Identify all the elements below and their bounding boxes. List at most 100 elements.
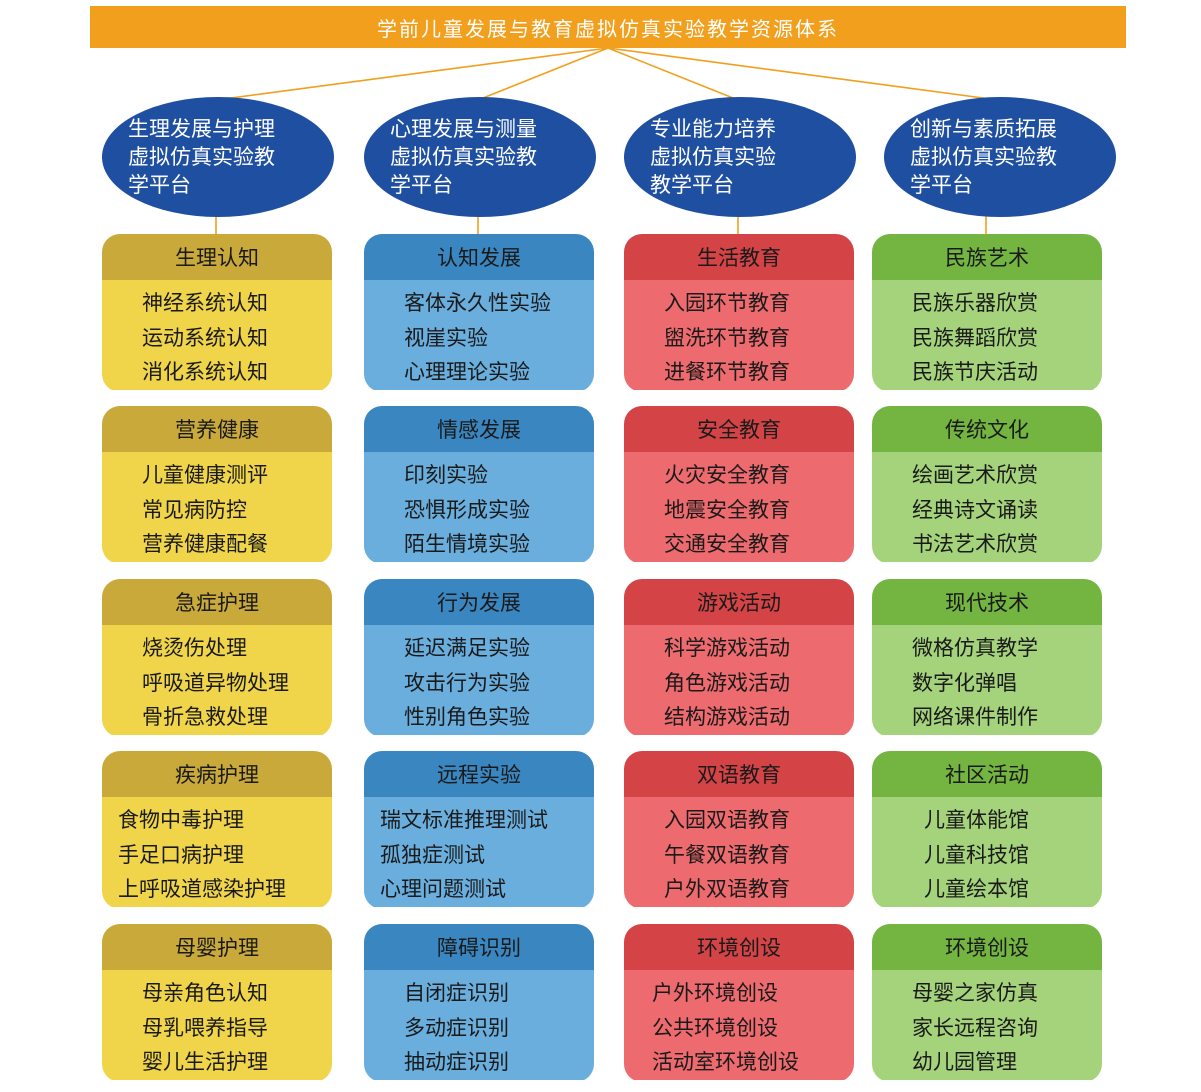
category-card: 环境创设 母婴之家仿真 家长远程咨询 幼儿园管理 bbox=[872, 924, 1102, 1082]
category-card: 双语教育 入园双语教育 午餐双语教育 户外双语教育 bbox=[624, 751, 854, 909]
card-heading: 急症护理 bbox=[102, 579, 332, 625]
card-item: 烧烫伤处理 bbox=[142, 636, 247, 660]
card-items: 儿童体能馆儿童科技馆儿童绘本馆 bbox=[872, 797, 1102, 907]
card-item: 儿童绘本馆 bbox=[924, 877, 1029, 901]
card-heading: 行为发展 bbox=[364, 579, 594, 625]
card-item: 交通安全教育 bbox=[664, 532, 790, 556]
category-card: 生活教育 入园环节教育 盥洗环节教育 进餐环节教育 bbox=[624, 234, 854, 392]
connector-line bbox=[477, 47, 609, 101]
category-card: 情感发展 印刻实验 恐惧形成实验 陌生情境实验 bbox=[364, 406, 594, 564]
platform-physiology: 生理发展与护理 虚拟仿真实验教 学平台 bbox=[102, 97, 334, 217]
card-item: 角色游戏活动 bbox=[664, 670, 790, 695]
card-items: 火灾安全教育 地震安全教育 交通安全教育 bbox=[624, 452, 854, 562]
card-items: 神经系统认知 运动系统认知 消化系统认知 bbox=[102, 280, 332, 390]
card-heading: 双语教育 bbox=[624, 751, 854, 797]
card-item: 午餐双语教育 bbox=[664, 842, 790, 867]
card-heading: 障碍识别 bbox=[364, 924, 594, 970]
card-items: 绘画艺术欣赏 经典诗文诵读 书法艺术欣赏 bbox=[872, 452, 1102, 562]
card-items: 户外环境创设 公共环境创设 活动室环境创设 bbox=[624, 970, 854, 1080]
connector-line bbox=[607, 47, 999, 101]
card-item: 微格仿真教学 bbox=[912, 636, 1038, 660]
card-heading: 营养健康 bbox=[102, 406, 332, 452]
card-item: 火灾安全教育 bbox=[664, 463, 790, 487]
card-item: 儿童体能馆 bbox=[924, 808, 1029, 832]
card-item: 手足口病护理 bbox=[118, 842, 244, 867]
card-item: 民族乐器欣赏 bbox=[912, 291, 1038, 315]
platform-label: 创新与素质拓展 虚拟仿真实验教 学平台 bbox=[910, 117, 1057, 197]
card-items: 民族乐器欣赏 民族舞蹈欣赏 民族节庆活动 bbox=[872, 280, 1102, 390]
card-heading: 生理认知 bbox=[102, 234, 332, 280]
card-item: 恐惧形成实验 bbox=[404, 497, 530, 522]
card-item: 视崖实验 bbox=[404, 325, 488, 350]
card-item: 数字化弹唱 bbox=[912, 670, 1017, 695]
card-heading: 传统文化 bbox=[872, 406, 1102, 452]
platform-professional: 专业能力培养 虚拟仿真实验 教学平台 bbox=[624, 97, 856, 217]
platform-psychology: 心理发展与测量 虚拟仿真实验教 学平台 bbox=[364, 97, 596, 217]
card-item: 公共环境创设 bbox=[652, 1015, 778, 1040]
card-heading: 远程实验 bbox=[364, 751, 594, 797]
card-items: 客体永久性实验 视崖实验 心理理论实验 bbox=[364, 280, 594, 390]
card-heading: 民族艺术 bbox=[872, 234, 1102, 280]
category-card: 远程实验 瑞文标准推理测试 孤独症测试 心理问题测试 bbox=[364, 751, 594, 909]
diagram-title: 学前儿童发展与教育虚拟仿真实验教学资源体系 bbox=[90, 6, 1126, 48]
card-item: 性别角色实验 bbox=[404, 705, 530, 729]
card-item: 婴儿生活护理 bbox=[142, 1050, 268, 1074]
card-items: 母婴之家仿真 家长远程咨询 幼儿园管理 bbox=[872, 970, 1102, 1080]
card-item: 地震安全教育 bbox=[664, 497, 790, 522]
card-item: 活动室环境创设 bbox=[652, 1050, 799, 1074]
card-item: 幼儿园管理 bbox=[912, 1050, 1017, 1074]
card-heading: 生活教育 bbox=[624, 234, 854, 280]
category-card: 安全教育 火灾安全教育 地震安全教育 交通安全教育 bbox=[624, 406, 854, 564]
card-items: 微格仿真教学 数字化弹唱网络课件制作 bbox=[872, 625, 1102, 735]
card-item: 消化系统认知 bbox=[142, 360, 268, 384]
card-item: 呼吸道异物处理 bbox=[142, 670, 289, 695]
card-item: 自闭症识别 bbox=[404, 981, 509, 1005]
card-item: 绘画艺术欣赏 bbox=[912, 463, 1038, 487]
platform-label: 专业能力培养 虚拟仿真实验 教学平台 bbox=[650, 117, 776, 197]
category-card: 现代技术微格仿真教学 数字化弹唱网络课件制作 bbox=[872, 579, 1102, 737]
card-heading: 环境创设 bbox=[624, 924, 854, 970]
category-card: 环境创设 户外环境创设 公共环境创设 活动室环境创设 bbox=[624, 924, 854, 1082]
card-items: 母亲角色认知 母乳喂养指导 婴儿生活护理 bbox=[102, 970, 332, 1080]
card-item: 母亲角色认知 bbox=[142, 981, 268, 1005]
card-item: 印刻实验 bbox=[404, 463, 488, 487]
card-items: 烧烫伤处理呼吸道异物处理 骨折急救处理 bbox=[102, 625, 332, 735]
connector-line bbox=[607, 47, 739, 101]
card-items: 入园双语教育 午餐双语教育 户外双语教育 bbox=[624, 797, 854, 907]
card-item: 上呼吸道感染护理 bbox=[118, 877, 286, 901]
card-items: 瑞文标准推理测试 孤独症测试 心理问题测试 bbox=[364, 797, 594, 907]
category-card: 生理认知 神经系统认知 运动系统认知 消化系统认知 bbox=[102, 234, 332, 392]
card-item: 网络课件制作 bbox=[912, 705, 1038, 729]
category-card: 行为发展 延迟满足实验 攻击行为实验 性别角色实验 bbox=[364, 579, 594, 737]
card-items: 延迟满足实验 攻击行为实验 性别角色实验 bbox=[364, 625, 594, 735]
card-item: 心理问题测试 bbox=[380, 877, 506, 901]
card-item: 抽动症识别 bbox=[404, 1050, 509, 1074]
card-heading: 母婴护理 bbox=[102, 924, 332, 970]
category-card: 游戏活动 科学游戏活动 角色游戏活动 结构游戏活动 bbox=[624, 579, 854, 737]
category-card: 社区活动 儿童体能馆 儿童科技馆 儿童绘本馆 bbox=[872, 751, 1102, 909]
card-items: 自闭症识别多动症识别抽动症识别 bbox=[364, 970, 594, 1080]
card-item: 营养健康配餐 bbox=[142, 532, 268, 556]
card-item: 骨折急救处理 bbox=[142, 705, 268, 729]
card-heading: 现代技术 bbox=[872, 579, 1102, 625]
card-item: 延迟满足实验 bbox=[404, 636, 530, 660]
platform-innovation: 创新与素质拓展 虚拟仿真实验教 学平台 bbox=[884, 97, 1116, 217]
card-items: 食物中毒护理 手足口病护理 上呼吸道感染护理 bbox=[102, 797, 332, 907]
card-item: 孤独症测试 bbox=[380, 842, 485, 867]
card-item: 常见病防控 bbox=[142, 497, 247, 522]
card-item: 科学游戏活动 bbox=[664, 636, 790, 660]
card-item: 多动症识别 bbox=[404, 1015, 509, 1040]
card-items: 科学游戏活动 角色游戏活动 结构游戏活动 bbox=[624, 625, 854, 735]
card-item: 儿童健康测评 bbox=[142, 463, 268, 487]
card-items: 儿童健康测评 常见病防控营养健康配餐 bbox=[102, 452, 332, 562]
category-card: 民族艺术 民族乐器欣赏 民族舞蹈欣赏 民族节庆活动 bbox=[872, 234, 1102, 392]
card-heading: 环境创设 bbox=[872, 924, 1102, 970]
platform-label: 心理发展与测量 虚拟仿真实验教 学平台 bbox=[390, 117, 537, 197]
card-item: 儿童科技馆 bbox=[924, 842, 1029, 867]
category-card: 传统文化 绘画艺术欣赏 经典诗文诵读 书法艺术欣赏 bbox=[872, 406, 1102, 564]
card-item: 进餐环节教育 bbox=[664, 360, 790, 384]
card-item: 户外双语教育 bbox=[664, 877, 790, 901]
card-item: 民族舞蹈欣赏 bbox=[912, 325, 1038, 350]
card-item: 母婴之家仿真 bbox=[912, 981, 1038, 1005]
card-item: 入园双语教育 bbox=[664, 808, 790, 832]
